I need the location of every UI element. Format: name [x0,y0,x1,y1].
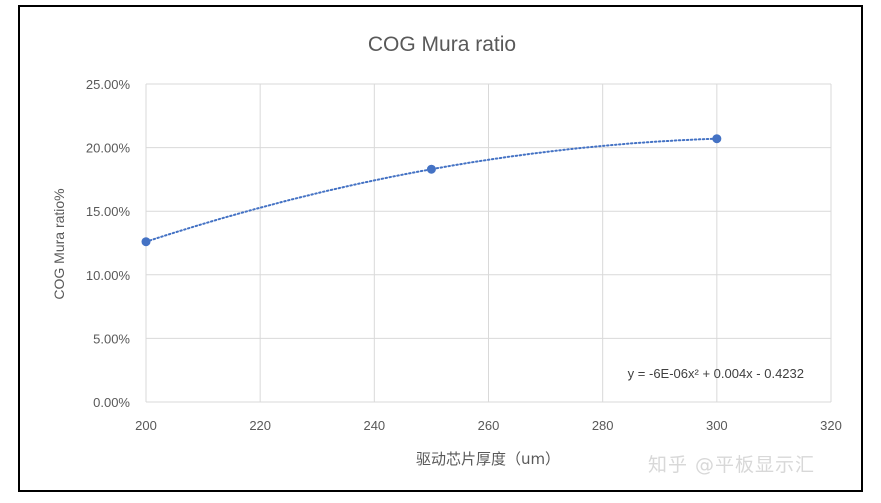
y-tick-label: 15.00% [86,204,131,219]
y-tick-label: 5.00% [93,331,130,346]
y-tick-label: 25.00% [86,77,131,92]
x-tick-label: 260 [478,418,500,433]
y-tick-label: 0.00% [93,395,130,410]
chart-title: COG Mura ratio [368,33,516,56]
y-axis-label: COG Mura ratio% [51,188,67,299]
x-tick-label: 280 [592,418,614,433]
trendline-equation: y = -6E-06x² + 0.004x - 0.4232 [628,366,804,381]
x-tick-label: 200 [135,418,157,433]
y-tick-label: 20.00% [86,141,131,156]
x-tick-label: 300 [706,418,728,433]
data-point [426,164,436,174]
x-tick-label: 320 [820,418,842,433]
x-tick-label: 240 [363,418,385,433]
x-tick-label: 220 [249,418,271,433]
chart-frame [18,5,863,492]
trendline [145,137,718,243]
data-point [712,134,722,144]
x-axis-label: 驱动芯片厚度（um） [416,450,560,468]
y-tick-label: 10.00% [86,268,131,283]
watermark: 知乎 @平板显示汇 [648,454,816,476]
data-point [141,237,151,247]
